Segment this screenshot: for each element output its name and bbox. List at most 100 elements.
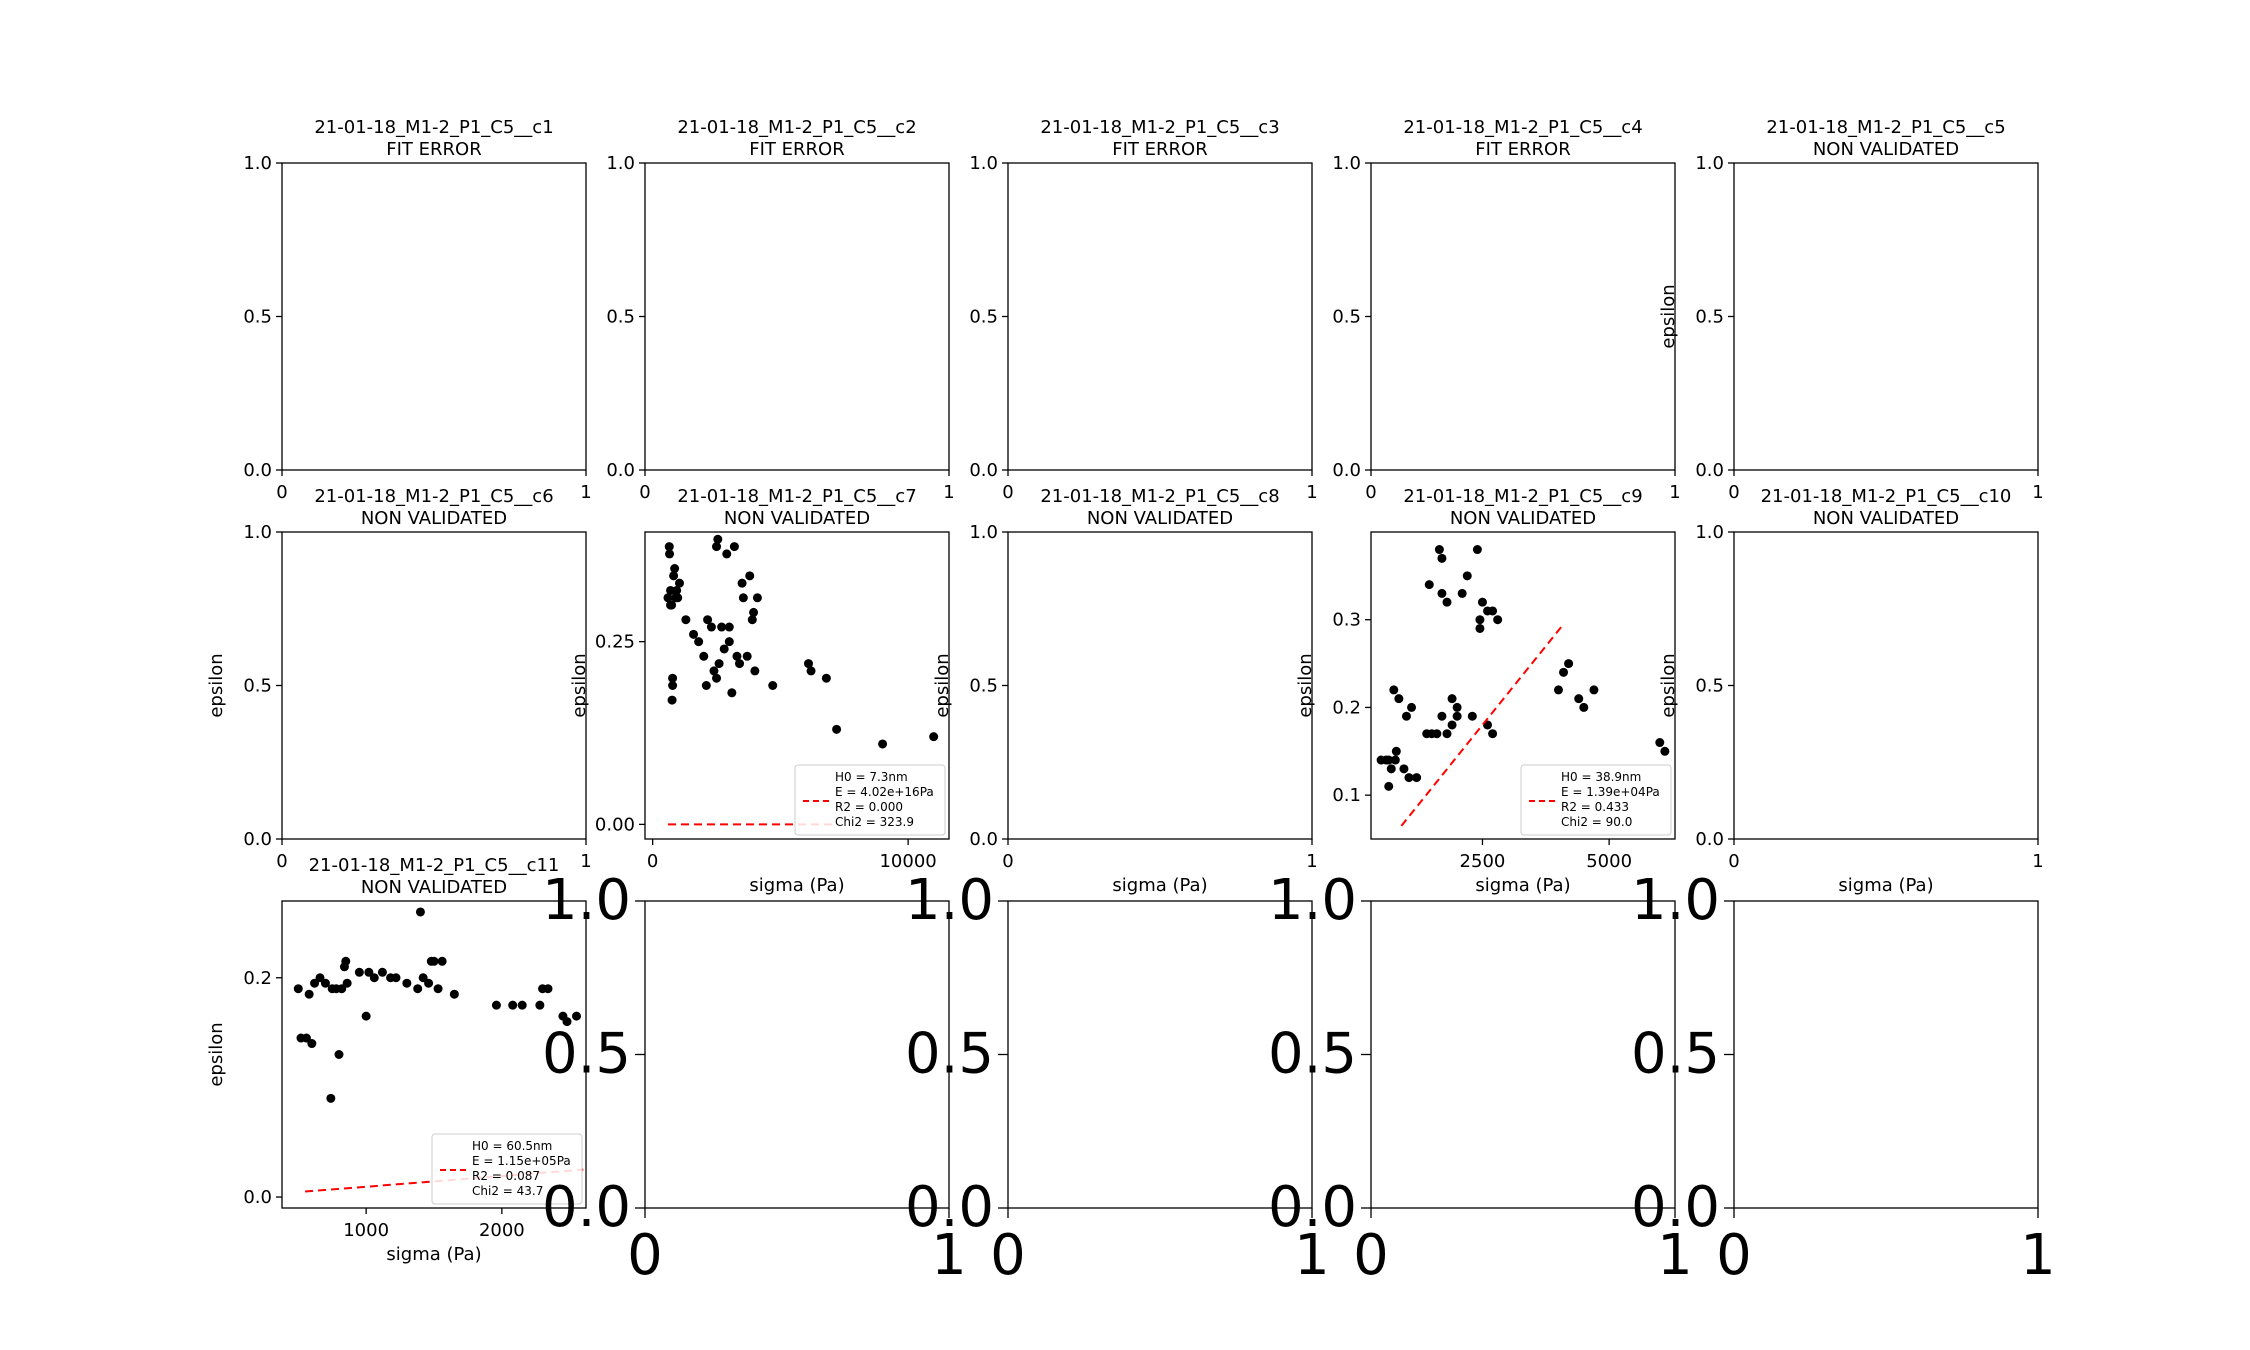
data-point <box>1404 773 1414 783</box>
data-point <box>821 673 831 683</box>
data-point <box>713 534 723 544</box>
legend-line: E = 4.02e+16Pa <box>835 785 934 799</box>
data-point <box>326 1093 336 1103</box>
y-tick-label: 0.0 <box>1332 460 1361 481</box>
subplot-title: 21-01-18_M1-2_P1_C5__c2 <box>677 117 916 138</box>
x-tick-label: 0 <box>1353 1223 1389 1288</box>
data-point <box>341 956 351 966</box>
data-point <box>1553 685 1563 695</box>
y-tick-label: 0.0 <box>905 1175 994 1240</box>
subplot-subtitle: NON VALIDATED <box>724 508 870 529</box>
y-tick-label: 0.0 <box>1268 1175 1357 1240</box>
data-point <box>334 1050 344 1059</box>
x-axis-label: sigma (Pa) <box>749 875 844 896</box>
data-point <box>742 651 752 661</box>
y-tick-label: 0.0 <box>542 1175 631 1240</box>
x-axis-label: sigma (Pa) <box>1838 875 1933 896</box>
fit-line <box>1400 623 1565 827</box>
data-point <box>1412 773 1422 783</box>
data-point <box>673 593 683 603</box>
data-point <box>803 659 813 669</box>
data-point <box>665 549 675 559</box>
y-axis-label: epsilon <box>569 653 590 717</box>
y-axis-label: epsilon <box>206 1022 227 1086</box>
data-point <box>747 615 757 625</box>
y-tick-label: 0.0 <box>243 1187 272 1208</box>
data-point <box>668 681 678 690</box>
data-point <box>1660 746 1670 756</box>
data-point <box>418 973 428 983</box>
data-point <box>1399 764 1409 774</box>
legend-line: H0 = 7.3nm <box>835 770 908 784</box>
y-tick-label: 0.0 <box>1631 1175 1720 1240</box>
x-tick-label: 10000 <box>879 851 936 872</box>
axes-frame <box>644 531 950 840</box>
y-tick-label: 0.0 <box>1695 829 1724 850</box>
data-point <box>337 984 347 994</box>
data-point <box>722 549 732 559</box>
data-point <box>1442 729 1452 739</box>
data-point <box>449 989 459 999</box>
data-point <box>572 1011 581 1021</box>
data-point <box>681 615 691 625</box>
y-tick-label: 1.0 <box>542 868 631 933</box>
data-point <box>1475 615 1485 625</box>
y-axis-label: epsilon <box>1295 653 1316 717</box>
data-point <box>694 637 704 647</box>
data-point <box>1390 755 1400 765</box>
y-tick-label: 0.0 <box>606 460 635 481</box>
data-point <box>712 673 722 683</box>
y-tick-label: 0.5 <box>606 307 635 328</box>
y-tick-label: 0.25 <box>595 632 635 653</box>
data-point <box>1437 588 1447 598</box>
data-point <box>1559 667 1569 677</box>
data-point <box>1391 746 1401 756</box>
y-tick-label: 0.5 <box>243 676 272 697</box>
legend-line: R2 = 0.433 <box>1561 800 1629 814</box>
y-tick-label: 0.5 <box>1332 307 1361 328</box>
data-point <box>1384 781 1394 791</box>
data-point <box>415 907 425 917</box>
data-point <box>1574 694 1584 704</box>
y-tick-label: 0.3 <box>1332 610 1361 631</box>
x-tick-label: 0 <box>1002 482 1013 503</box>
y-tick-label: 1.0 <box>905 868 994 933</box>
y-tick-label: 0.5 <box>969 676 998 697</box>
data-point <box>433 984 443 994</box>
y-tick-label: 1.0 <box>969 522 998 543</box>
x-tick-label: 1 <box>2032 482 2043 503</box>
data-point <box>1401 711 1411 721</box>
legend-line: H0 = 60.5nm <box>472 1139 552 1153</box>
data-point <box>301 1033 311 1043</box>
data-point <box>712 542 722 552</box>
data-point <box>1437 711 1447 721</box>
data-point <box>354 967 364 977</box>
data-point <box>714 659 724 669</box>
subplot-c15: 0.00.51.00 1 <box>1631 868 2056 1288</box>
y-tick-label: 0.5 <box>542 1022 631 1087</box>
x-tick-label: 1 <box>1657 1223 1693 1288</box>
y-axis-label: epsilon <box>1658 653 1679 717</box>
x-tick-label: 0 <box>276 851 287 872</box>
y-axis-label: epsilon <box>932 653 953 717</box>
y-axis-label: epsilon <box>206 653 227 717</box>
y-tick-label: 0.0 <box>969 460 998 481</box>
x-axis-label: sigma (Pa) <box>1112 875 1207 896</box>
data-point <box>429 956 439 966</box>
x-tick-label: 2000 <box>479 1220 525 1241</box>
y-tick-label: 1.0 <box>1695 522 1724 543</box>
y-tick-label: 1.0 <box>1268 868 1357 933</box>
data-point <box>1477 597 1487 607</box>
data-point <box>1384 755 1394 765</box>
data-point <box>1389 685 1399 695</box>
subplot-title: 21-01-18_M1-2_P1_C5__c3 <box>1040 117 1279 138</box>
legend-line: Chi2 = 90.0 <box>1561 815 1632 829</box>
data-point <box>1488 729 1498 739</box>
y-tick-label: 0.2 <box>243 968 272 989</box>
